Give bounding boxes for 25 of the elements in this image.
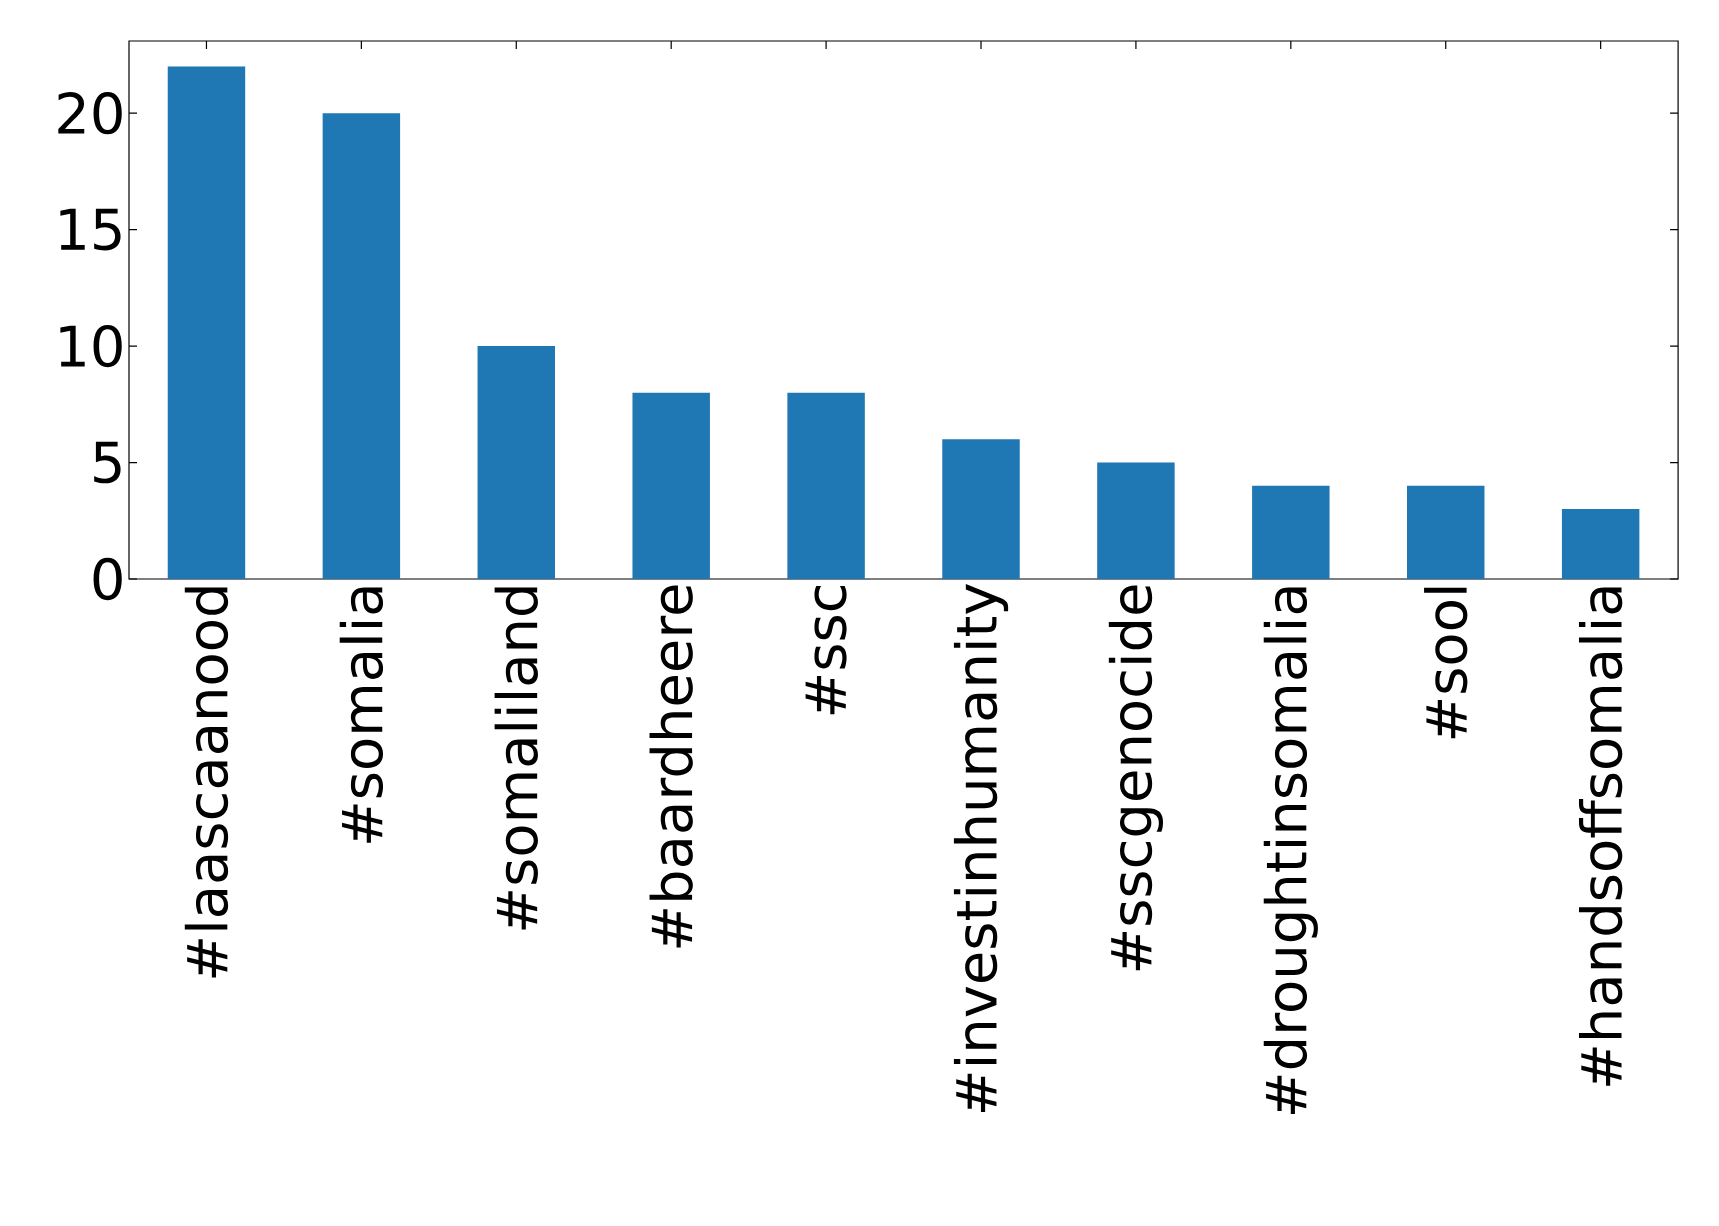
x-tick-label: #ssc [805,585,847,715]
bar [477,346,556,579]
x-tick-label: #sscgenocide [1108,585,1164,971]
x-tick-label: #laascaanood [184,587,229,978]
bar [1561,509,1640,579]
x-tick-label: #investinhumanity [953,584,1009,1112]
bar [322,113,401,579]
bar [632,392,710,579]
bar [167,66,246,579]
bar [1252,485,1330,579]
x-tick-label: #somaliland [494,587,538,930]
x-tick-label: #sool [1424,587,1468,739]
y-tick-label: 0 [93,557,122,601]
bar [787,392,865,579]
bar [1407,485,1485,579]
bar [1097,462,1175,579]
x-tick-label: #handsoffsomalia [1578,587,1623,1086]
bar [942,439,1020,579]
y-tick-label: 15 [60,208,121,251]
y-tick-label: 10 [60,324,122,368]
y-tick-label: 20 [58,92,122,135]
x-tick-label: #baardheere [649,585,693,948]
y-tick-label: 5 [94,441,121,484]
x-tick-label: #droughtinsomalia [1263,587,1318,1114]
x-tick-label: #somalia [339,587,384,843]
